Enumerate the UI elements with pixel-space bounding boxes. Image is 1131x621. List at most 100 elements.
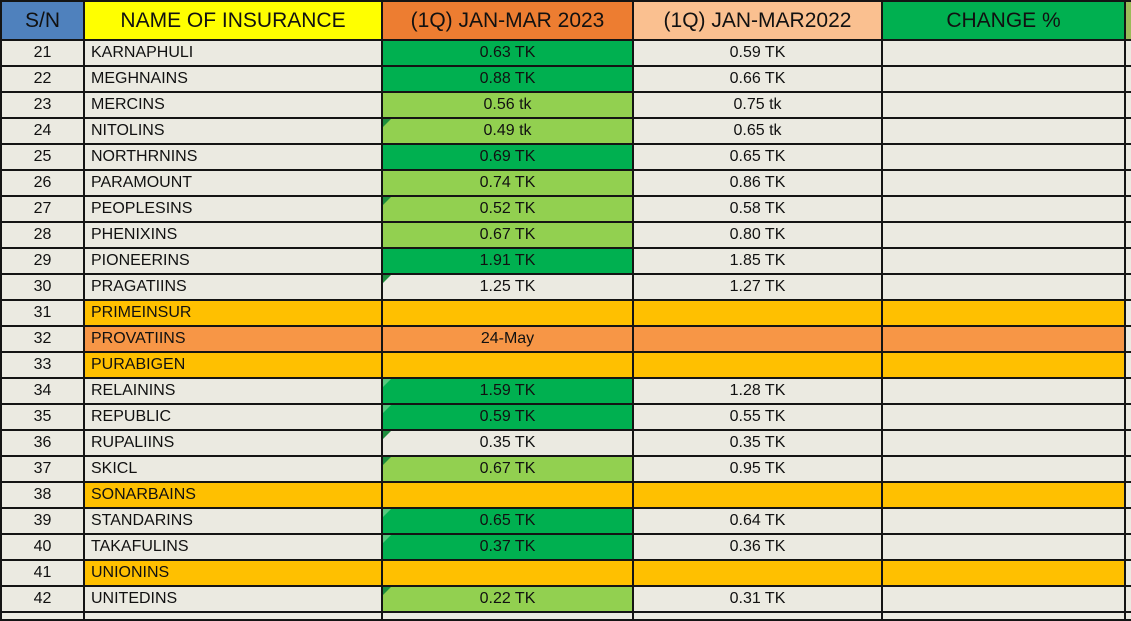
- cell-2022[interactable]: 0.55 TK: [634, 405, 883, 431]
- cell-sn[interactable]: 38: [2, 483, 85, 509]
- cell-2022[interactable]: 0.36 TK: [634, 535, 883, 561]
- cell-name[interactable]: PURABIGEN: [85, 353, 383, 379]
- cell-sn[interactable]: 42: [2, 587, 85, 613]
- cell-2022[interactable]: 0.58 TK: [634, 197, 883, 223]
- cell-2023[interactable]: [383, 613, 634, 621]
- cell-2023[interactable]: 0.67 TK: [383, 223, 634, 249]
- cell-name[interactable]: RELAININS: [85, 379, 383, 405]
- cell-sn[interactable]: 31: [2, 301, 85, 327]
- cell-sn[interactable]: 30: [2, 275, 85, 301]
- cell-sn[interactable]: 26: [2, 171, 85, 197]
- cell-2023[interactable]: 0.22 TK: [383, 587, 634, 613]
- cell-2022[interactable]: 0.86 TK: [634, 171, 883, 197]
- cell-name[interactable]: PIONEERINS: [85, 249, 383, 275]
- cell-sn[interactable]: 37: [2, 457, 85, 483]
- cell-2023[interactable]: [383, 353, 634, 379]
- cell-name[interactable]: SONARBAINS: [85, 483, 383, 509]
- cell-change[interactable]: [883, 301, 1126, 327]
- header-cell-name[interactable]: NAME OF INSURANCE: [85, 2, 383, 41]
- cell-change[interactable]: [883, 327, 1126, 353]
- cell-2023[interactable]: [383, 301, 634, 327]
- header-cell-2022[interactable]: (1Q) JAN-MAR2022: [634, 2, 883, 41]
- cell-2022[interactable]: [634, 483, 883, 509]
- cell-2022[interactable]: [634, 327, 883, 353]
- cell-2023[interactable]: 0.59 TK: [383, 405, 634, 431]
- cell-change[interactable]: [883, 353, 1126, 379]
- cell-sn[interactable]: 35: [2, 405, 85, 431]
- cell-change[interactable]: [883, 275, 1126, 301]
- cell-name[interactable]: MERCINS: [85, 93, 383, 119]
- cell-name[interactable]: STANDARINS: [85, 509, 383, 535]
- cell-sn[interactable]: 29: [2, 249, 85, 275]
- cell-change[interactable]: [883, 509, 1126, 535]
- cell-sn[interactable]: 24: [2, 119, 85, 145]
- cell-2023[interactable]: 0.49 tk: [383, 119, 634, 145]
- header-cell-change[interactable]: CHANGE %: [883, 2, 1126, 41]
- cell-2023[interactable]: 24-May: [383, 327, 634, 353]
- cell-change[interactable]: [883, 613, 1126, 621]
- cell-name[interactable]: PRIMEINSUR: [85, 301, 383, 327]
- cell-name[interactable]: PHENIXINS: [85, 223, 383, 249]
- header-cell-2023[interactable]: (1Q) JAN-MAR 2023: [383, 2, 634, 41]
- cell-2022[interactable]: [634, 353, 883, 379]
- cell-2023[interactable]: 0.67 TK: [383, 457, 634, 483]
- header-cell-sn[interactable]: S/N: [2, 2, 85, 41]
- cell-name[interactable]: PEOPLESINS: [85, 197, 383, 223]
- cell-2022[interactable]: 0.66 TK: [634, 67, 883, 93]
- cell-2022[interactable]: 0.59 TK: [634, 41, 883, 67]
- cell-2022[interactable]: 0.31 TK: [634, 587, 883, 613]
- cell-2022[interactable]: 0.75 tk: [634, 93, 883, 119]
- cell-2023[interactable]: 1.59 TK: [383, 379, 634, 405]
- cell-2022[interactable]: 1.85 TK: [634, 249, 883, 275]
- cell-name[interactable]: UNITEDINS: [85, 587, 383, 613]
- cell-name[interactable]: [85, 613, 383, 621]
- cell-sn[interactable]: 22: [2, 67, 85, 93]
- cell-2023[interactable]: 0.74 TK: [383, 171, 634, 197]
- cell-sn[interactable]: 41: [2, 561, 85, 587]
- cell-2022[interactable]: [634, 613, 883, 621]
- cell-sn[interactable]: 39: [2, 509, 85, 535]
- cell-2022[interactable]: 1.27 TK: [634, 275, 883, 301]
- cell-sn[interactable]: 23: [2, 93, 85, 119]
- cell-2022[interactable]: 0.65 tk: [634, 119, 883, 145]
- cell-2023[interactable]: [383, 483, 634, 509]
- cell-name[interactable]: PARAMOUNT: [85, 171, 383, 197]
- cell-2022[interactable]: [634, 561, 883, 587]
- cell-change[interactable]: [883, 197, 1126, 223]
- cell-change[interactable]: [883, 67, 1126, 93]
- cell-name[interactable]: PRAGATIINS: [85, 275, 383, 301]
- cell-2022[interactable]: 0.80 TK: [634, 223, 883, 249]
- cell-change[interactable]: [883, 41, 1126, 67]
- cell-name[interactable]: NORTHRNINS: [85, 145, 383, 171]
- cell-change[interactable]: [883, 587, 1126, 613]
- cell-name[interactable]: MEGHNAINS: [85, 67, 383, 93]
- cell-2022[interactable]: 1.28 TK: [634, 379, 883, 405]
- cell-sn[interactable]: 21: [2, 41, 85, 67]
- cell-2023[interactable]: 0.52 TK: [383, 197, 634, 223]
- cell-sn[interactable]: 32: [2, 327, 85, 353]
- cell-2023[interactable]: 0.69 TK: [383, 145, 634, 171]
- cell-change[interactable]: [883, 535, 1126, 561]
- cell-sn[interactable]: 36: [2, 431, 85, 457]
- cell-change[interactable]: [883, 223, 1126, 249]
- cell-name[interactable]: RUPALIINS: [85, 431, 383, 457]
- cell-2023[interactable]: 0.56 tk: [383, 93, 634, 119]
- cell-name[interactable]: SKICL: [85, 457, 383, 483]
- cell-change[interactable]: [883, 145, 1126, 171]
- cell-2023[interactable]: 0.35 TK: [383, 431, 634, 457]
- cell-2022[interactable]: [634, 301, 883, 327]
- cell-2023[interactable]: 0.63 TK: [383, 41, 634, 67]
- cell-sn[interactable]: 27: [2, 197, 85, 223]
- cell-change[interactable]: [883, 483, 1126, 509]
- cell-name[interactable]: NITOLINS: [85, 119, 383, 145]
- cell-2023[interactable]: [383, 561, 634, 587]
- cell-2022[interactable]: 0.95 TK: [634, 457, 883, 483]
- cell-2022[interactable]: 0.65 TK: [634, 145, 883, 171]
- cell-sn[interactable]: 40: [2, 535, 85, 561]
- cell-sn[interactable]: 33: [2, 353, 85, 379]
- cell-sn[interactable]: 34: [2, 379, 85, 405]
- cell-name[interactable]: TAKAFULINS: [85, 535, 383, 561]
- cell-name[interactable]: REPUBLIC: [85, 405, 383, 431]
- cell-sn[interactable]: 25: [2, 145, 85, 171]
- cell-2023[interactable]: 0.88 TK: [383, 67, 634, 93]
